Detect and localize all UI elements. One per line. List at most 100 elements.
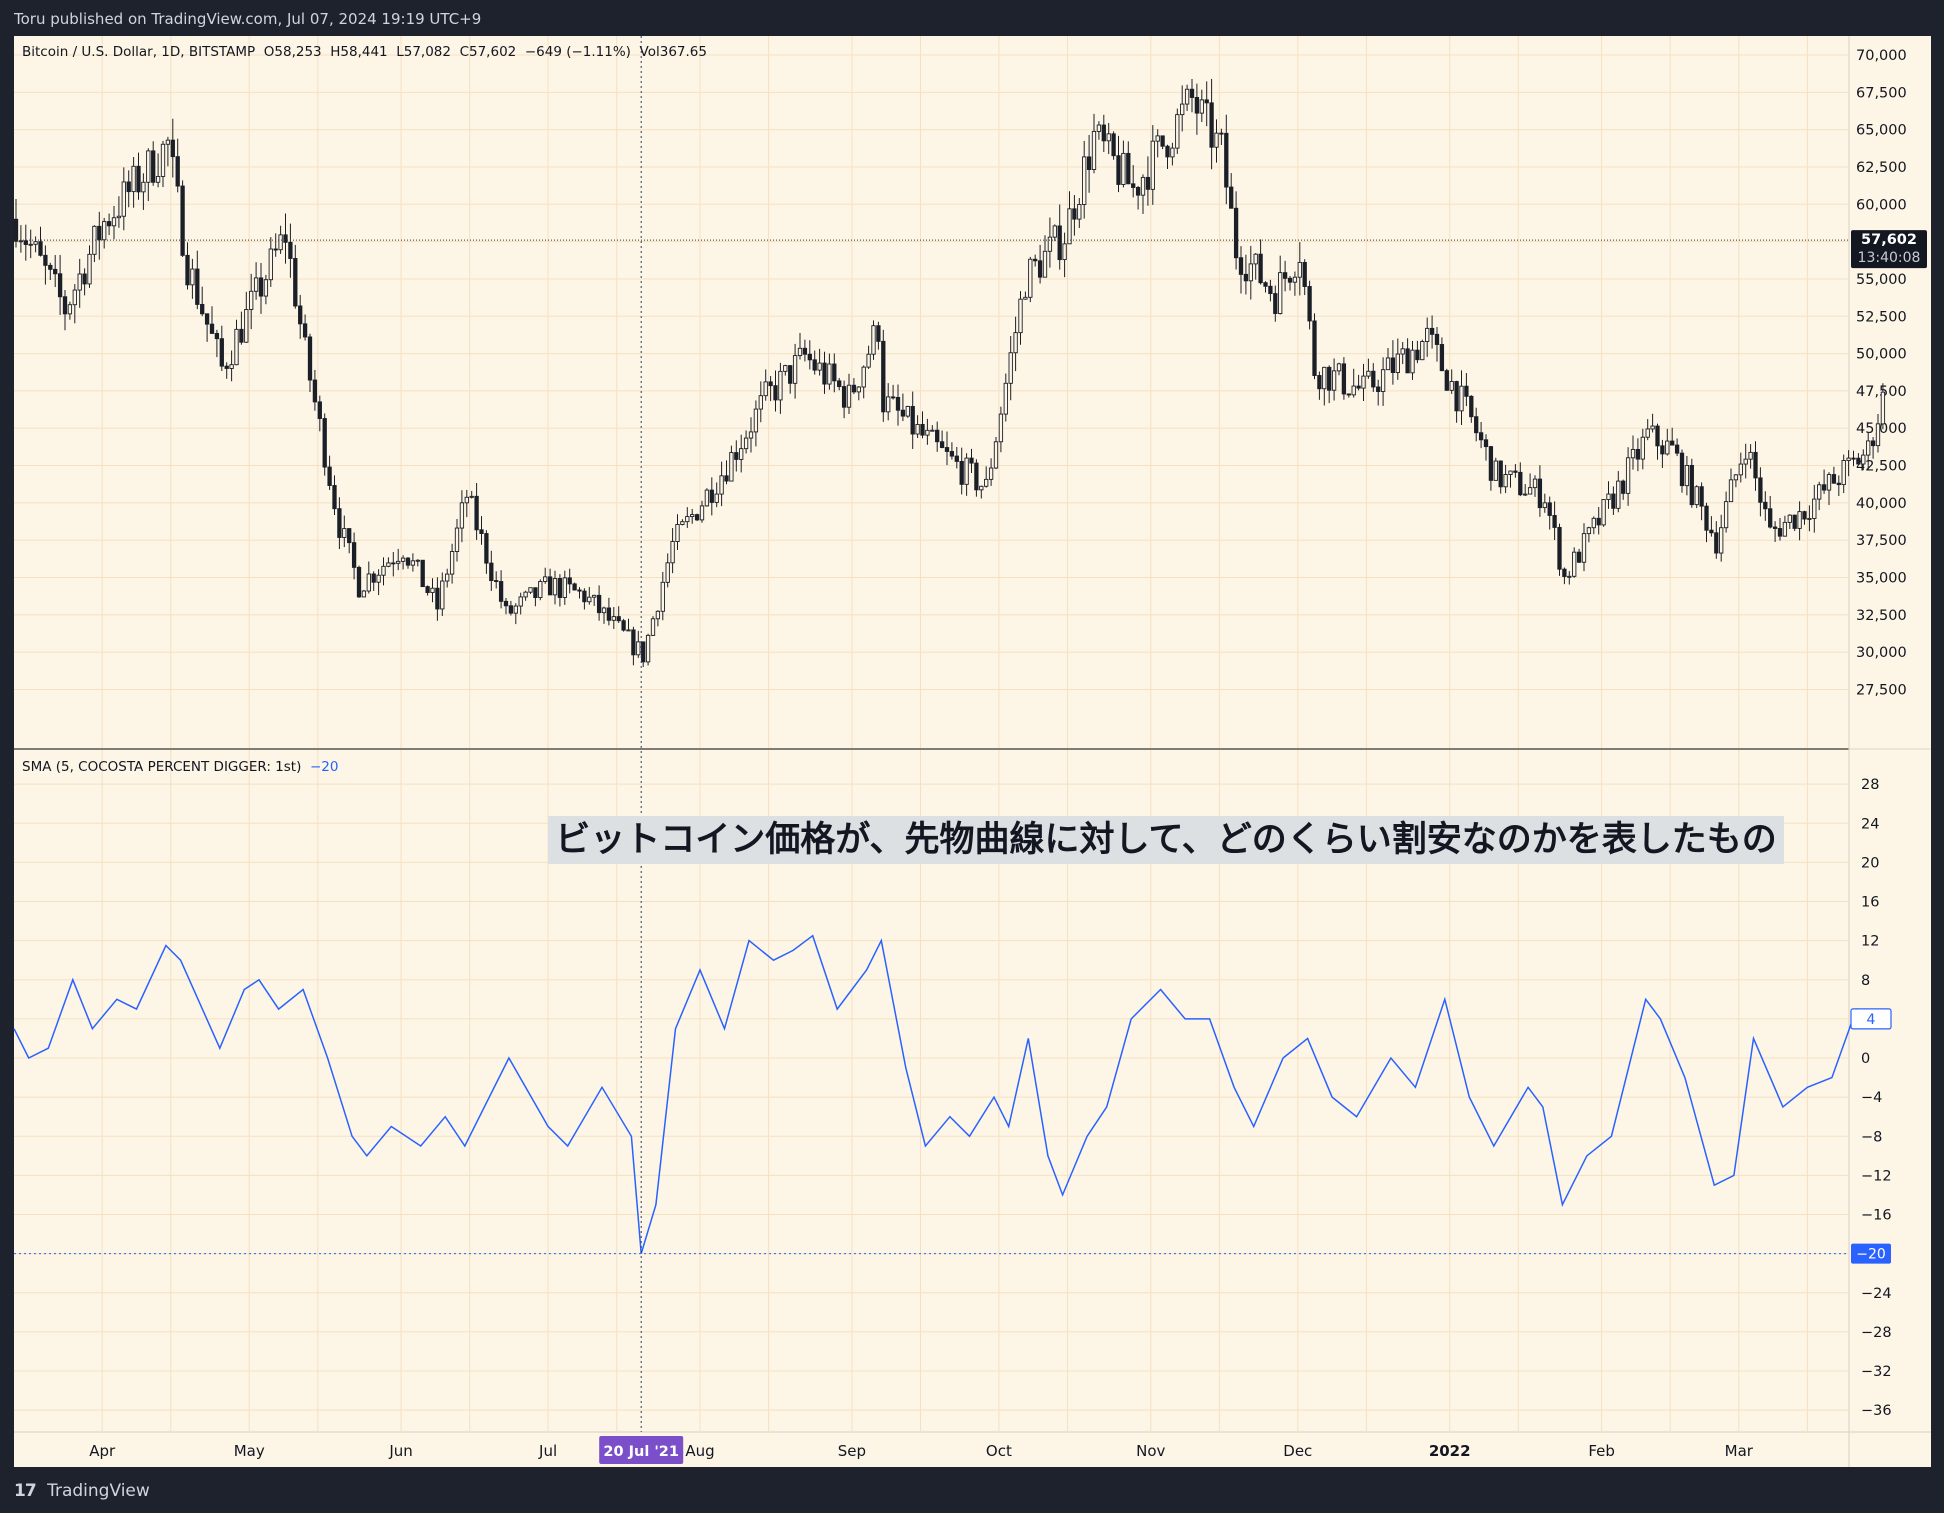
candle <box>606 597 612 626</box>
candle-body <box>268 248 273 281</box>
candle <box>562 570 567 605</box>
candle-body <box>1439 344 1445 372</box>
candle-body <box>675 524 680 542</box>
candle-body <box>753 408 759 433</box>
candle <box>121 167 126 231</box>
current-price-text: 57,602 <box>1861 232 1917 248</box>
candle <box>1268 279 1273 302</box>
candle <box>356 565 362 598</box>
candle-body <box>611 616 616 621</box>
candle-body <box>106 221 112 227</box>
sma-current-badge <box>1850 1008 1892 1030</box>
candle <box>1591 516 1596 535</box>
candle <box>430 578 435 603</box>
candle-body <box>1233 207 1239 259</box>
time-label: Jul <box>538 1442 557 1460</box>
candle <box>1238 246 1244 294</box>
candle <box>817 348 822 376</box>
candle <box>939 430 945 449</box>
candle <box>567 568 572 594</box>
candle <box>1498 460 1503 494</box>
price-tick-label: 67,500 <box>1856 85 1907 101</box>
candle <box>935 421 940 452</box>
candle <box>993 436 999 470</box>
candle-body <box>871 325 876 355</box>
legend-change: −649 (−1.11%) <box>524 44 631 60</box>
candle <box>1719 514 1724 562</box>
candle-body <box>763 381 768 397</box>
candle-body <box>1498 460 1503 488</box>
candle-body <box>1650 425 1655 430</box>
legend-symbol[interactable]: Bitcoin / U.S. Dollar, 1D, BITSTAMP <box>22 44 256 60</box>
candle <box>1557 523 1562 576</box>
candle <box>1165 144 1170 170</box>
candle <box>1763 491 1768 521</box>
candle <box>768 376 773 402</box>
candle-body <box>1248 263 1253 282</box>
candle-body <box>332 485 337 510</box>
candle <box>1689 458 1694 508</box>
candle-body <box>1263 282 1268 287</box>
candle <box>209 306 215 334</box>
sub-legend-label[interactable]: SMA (5, COCOSTA PERCENT DIGGER: 1st) <box>22 759 302 775</box>
candle <box>1625 447 1631 506</box>
candle-body <box>141 181 146 193</box>
candle-body <box>1307 286 1312 322</box>
candle-body <box>415 559 420 562</box>
candle <box>489 550 494 591</box>
candle-body <box>1429 327 1435 335</box>
time-label: Aug <box>685 1442 714 1460</box>
candle <box>77 258 82 308</box>
candle <box>283 213 288 264</box>
candle <box>1008 335 1013 401</box>
candle <box>729 445 734 482</box>
candle <box>1567 571 1572 585</box>
candle <box>396 548 401 571</box>
candle-body <box>959 460 964 485</box>
candle <box>1282 260 1288 292</box>
candle-body <box>616 616 621 622</box>
candle-body <box>273 248 278 251</box>
footer-brand[interactable]: TradingView <box>47 1481 150 1501</box>
candle-body <box>1787 514 1792 523</box>
price-tick-label: 32,500 <box>1856 608 1907 624</box>
candle-body <box>224 365 229 369</box>
candle <box>1802 510 1807 525</box>
candle <box>1508 470 1513 488</box>
candle <box>1361 363 1366 401</box>
candle <box>1880 383 1886 430</box>
candle <box>229 350 234 382</box>
candle-body <box>988 467 994 480</box>
tradingview-logo-icon[interactable]: 17 <box>14 1481 37 1501</box>
candle-body <box>773 385 778 401</box>
candle <box>690 508 695 524</box>
candle-body <box>1390 357 1396 373</box>
candle-body <box>1268 285 1273 295</box>
candle <box>1768 495 1773 529</box>
candle <box>1189 79 1195 113</box>
annotation-text-box[interactable]: ビットコイン価格が、先物曲線に対して、どのくらい割安なのかを表したもの <box>548 816 1784 864</box>
candle <box>449 543 455 584</box>
candle-body <box>449 551 455 575</box>
candle-body <box>1282 272 1288 279</box>
candle-body <box>533 587 538 598</box>
candle <box>1184 84 1190 111</box>
candle <box>97 211 102 260</box>
candle-body <box>1719 527 1724 554</box>
candle-body <box>1831 474 1837 484</box>
candle-body <box>890 396 896 399</box>
time-label: 2022 <box>1429 1442 1471 1460</box>
candle-body <box>53 268 58 275</box>
candle <box>1660 439 1665 469</box>
candle <box>160 140 166 187</box>
candle <box>494 571 499 589</box>
candle <box>503 597 509 615</box>
price-pane <box>14 36 1849 748</box>
candle <box>596 585 602 621</box>
candle <box>1723 491 1729 533</box>
candle <box>518 592 523 615</box>
candle <box>1870 437 1876 459</box>
candle-body <box>729 452 734 482</box>
candle-body <box>1410 349 1415 374</box>
